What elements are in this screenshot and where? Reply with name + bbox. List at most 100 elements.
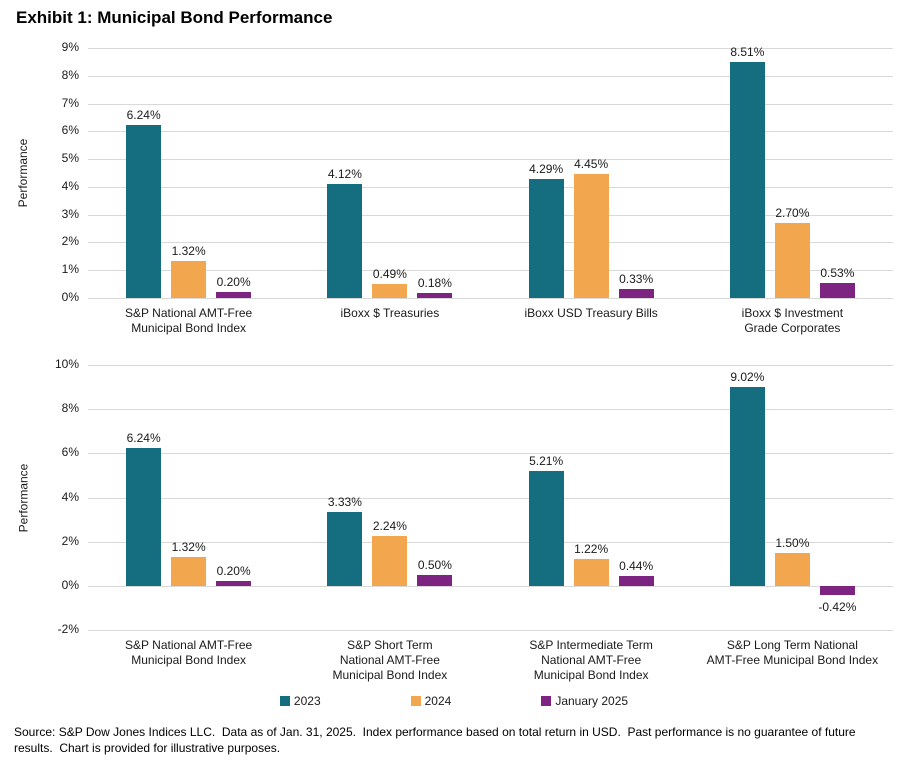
gridline bbox=[88, 541, 893, 543]
bar-value-label: 5.21% bbox=[529, 453, 564, 468]
gridline bbox=[88, 186, 893, 188]
bar-2024 bbox=[774, 552, 810, 586]
legend-swatch-icon bbox=[541, 696, 552, 706]
gridline bbox=[88, 365, 893, 366]
y-tick-label: 6% bbox=[61, 123, 79, 138]
x-category-label: S&P Short Term National AMT-Free Municip… bbox=[332, 638, 448, 682]
bar-value-label: 0.18% bbox=[417, 276, 452, 290]
legend-label: 2023 bbox=[293, 694, 321, 708]
bar-value-label: 1.50% bbox=[775, 535, 810, 550]
y-tick-label: 8% bbox=[61, 67, 79, 82]
gridline bbox=[88, 214, 893, 216]
y-tick-label: 7% bbox=[61, 95, 79, 110]
gridline bbox=[88, 453, 893, 455]
x-category-label: S&P Intermediate Term National AMT-Free … bbox=[529, 638, 653, 682]
bar-2023 bbox=[528, 178, 564, 298]
legend-label: 2024 bbox=[424, 694, 452, 708]
y-tick-label: 6% bbox=[61, 445, 79, 460]
bar-value-label: 2.70% bbox=[775, 206, 810, 220]
chart-bottom: Performance 6.24% 1.32% 0.20% 3.33% 2.24% 0.5… bbox=[0, 357, 908, 691]
y-tick-label: 4% bbox=[61, 489, 79, 504]
bar-january-2025 bbox=[819, 585, 855, 596]
bar-2024 bbox=[171, 556, 207, 586]
bar-value-label: 1.32% bbox=[171, 244, 206, 259]
bar-value-label: -0.42% bbox=[818, 600, 857, 615]
bar-2023 bbox=[528, 470, 564, 586]
gridline bbox=[88, 409, 893, 411]
bar-january-2025 bbox=[417, 574, 453, 586]
gridline bbox=[88, 270, 893, 272]
bar-value-label: 0.49% bbox=[372, 267, 407, 282]
y-tick-label: 0% bbox=[61, 577, 79, 592]
bar-value-label: 6.24% bbox=[126, 431, 161, 446]
gridline bbox=[88, 131, 893, 133]
bar-value-label: 2.24% bbox=[372, 519, 407, 534]
x-category-label: iBoxx $ Investment Grade Corporates bbox=[741, 306, 844, 335]
bar-value-label: 4.12% bbox=[327, 166, 362, 181]
x-category-label: iBoxx USD Treasury Bills bbox=[524, 306, 658, 320]
y-tick-label: 2% bbox=[61, 234, 79, 249]
bar-2023 bbox=[126, 448, 162, 586]
gridline bbox=[88, 298, 893, 299]
legend-item-january-2025: January 2025 bbox=[541, 694, 628, 708]
bar-value-label: 0.50% bbox=[417, 557, 452, 572]
bar-2024 bbox=[573, 174, 609, 298]
bar-value-label: 1.22% bbox=[574, 541, 609, 556]
bar-value-label: 9.02% bbox=[730, 369, 765, 384]
bar-2023 bbox=[327, 183, 363, 298]
bar-2024 bbox=[774, 223, 810, 298]
bar-2024 bbox=[573, 558, 609, 586]
bar-value-label: 0.20% bbox=[216, 275, 251, 290]
x-category-label: iBoxx $ Treasuries bbox=[340, 306, 440, 320]
y-tick-label: 5% bbox=[61, 151, 79, 166]
bar-value-label: 4.29% bbox=[529, 161, 564, 176]
bar-value-label: 0.44% bbox=[619, 559, 654, 574]
legend-swatch-icon bbox=[410, 696, 421, 706]
bar-2024 bbox=[171, 261, 207, 298]
y-tick-label: 10% bbox=[54, 357, 79, 371]
chart-top: Performance 6.24% 1.32% 0.20% 4.12% 0.49% 0.1… bbox=[0, 40, 908, 342]
bar-value-label: 6.24% bbox=[126, 107, 161, 122]
bar-january-2025 bbox=[618, 288, 654, 298]
legend-item-2023: 2023 bbox=[279, 694, 321, 708]
legend: 2023 2024 January 2025 bbox=[0, 694, 908, 708]
bar-value-label: 0.20% bbox=[216, 564, 251, 579]
gridline bbox=[88, 48, 893, 49]
bar-2023 bbox=[729, 61, 765, 298]
gridline bbox=[88, 585, 893, 587]
bar-january-2025 bbox=[618, 576, 654, 586]
y-axis-title: Performance bbox=[16, 138, 30, 208]
bar-january-2025 bbox=[819, 283, 855, 298]
y-tick-label: 4% bbox=[61, 178, 79, 193]
bar-january-2025 bbox=[216, 292, 252, 298]
plot-area: 6.24% 1.32% 0.20% 4.12% 0.49% 0.18% 4.29% 4.45%… bbox=[88, 45, 893, 299]
y-tick-label: 2% bbox=[61, 533, 79, 548]
x-category-label: S&P National AMT-Free Municipal Bond Ind… bbox=[125, 638, 253, 667]
bar-value-label: 0.53% bbox=[820, 266, 855, 281]
bar-2023 bbox=[327, 512, 363, 586]
plot-area: 6.24% 1.32% 0.20% 3.33% 2.24% 0.50% 5.21% 1.22%… bbox=[88, 365, 893, 631]
legend-label: January 2025 bbox=[555, 694, 629, 708]
y-tick-label: -2% bbox=[57, 622, 79, 636]
bar-value-label: 0.33% bbox=[619, 271, 654, 286]
chart-title: Exhibit 1: Municipal Bond Performance bbox=[16, 8, 333, 27]
bar-value-label: 1.32% bbox=[171, 539, 206, 554]
x-category-label: S&P Long Term National AMT-Free Municipa… bbox=[706, 638, 879, 667]
gridline bbox=[88, 103, 893, 105]
gridline bbox=[88, 630, 893, 631]
legend-swatch-icon bbox=[279, 696, 290, 706]
y-tick-label: 3% bbox=[61, 206, 79, 221]
gridline bbox=[88, 242, 893, 244]
x-category-label: S&P National AMT-Free Municipal Bond Ind… bbox=[125, 306, 253, 335]
y-tick-label: 8% bbox=[61, 401, 79, 416]
legend-item-2024: 2024 bbox=[410, 694, 452, 708]
source-note: Source: S&P Dow Jones Indices LLC. Data … bbox=[14, 725, 859, 755]
bar-2024 bbox=[372, 536, 408, 586]
bar-january-2025 bbox=[417, 293, 453, 298]
bar-2023 bbox=[126, 124, 162, 298]
y-tick-label: 0% bbox=[61, 290, 79, 304]
bar-january-2025 bbox=[216, 581, 252, 586]
bar-2024 bbox=[372, 284, 408, 298]
gridline bbox=[88, 159, 893, 161]
